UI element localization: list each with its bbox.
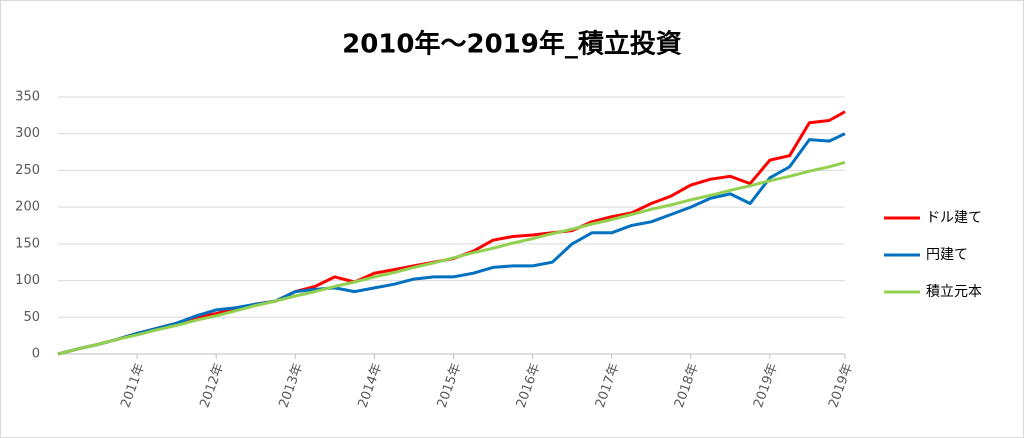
y-tick-label: 0: [32, 347, 40, 362]
y-tick-label: 250: [15, 163, 40, 178]
series-line: [57, 132, 846, 356]
legend-label: ドル建て: [926, 210, 982, 226]
y-tick-label: 350: [15, 90, 40, 105]
y-tick-label: 100: [15, 273, 40, 288]
y-tick-label: 50: [23, 310, 40, 325]
y-tick-label: 200: [15, 200, 40, 215]
y-tick-label: 300: [15, 126, 40, 141]
y-tick-label: 150: [15, 236, 40, 251]
chart-title: 2010年～2019年_積立投資: [342, 29, 682, 60]
series-line: [57, 160, 846, 356]
legend-label: 円建て: [926, 247, 968, 263]
legend-label: 積立元本: [926, 284, 982, 300]
